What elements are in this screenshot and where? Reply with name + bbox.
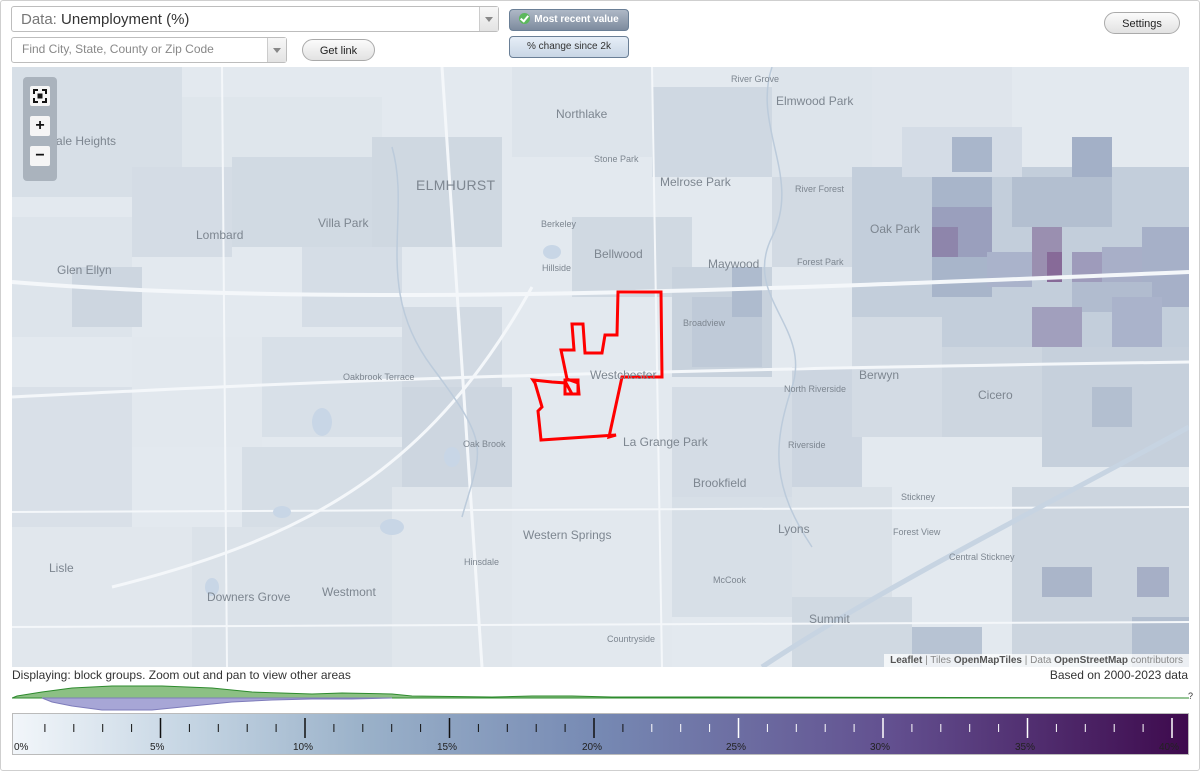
map-label-westmont: Westmont: [322, 585, 376, 599]
map-label-hinsdale: Hinsdale: [464, 557, 500, 567]
map-label-la-grange-park: La Grange Park: [623, 435, 708, 449]
legend-label-35: 35%: [1015, 742, 1036, 753]
location-search[interactable]: [11, 37, 287, 63]
map-label-villa-park: Villa Park: [318, 216, 369, 230]
leaflet-link[interactable]: Leaflet: [890, 655, 923, 666]
map-label-stickney: Stickney: [901, 492, 936, 502]
map-label-cicero: Cicero: [978, 388, 1013, 402]
zoom-in-button[interactable]: +: [30, 116, 50, 136]
openmaptiles-link[interactable]: OpenMapTiles: [953, 655, 1022, 666]
legend-label-30: 30%: [870, 742, 891, 753]
map-label-forest-view: Forest View: [893, 527, 941, 537]
fullscreen-icon: [33, 89, 47, 103]
most-recent-value-label: Most recent value: [534, 14, 619, 25]
data-select[interactable]: Data: Unemployment (%): [11, 6, 499, 32]
map-label-oakbrook-terrace: Oakbrook Terrace: [343, 372, 415, 382]
chevron-down-icon[interactable]: [267, 38, 286, 62]
map-label-river-forest: River Forest: [795, 184, 845, 194]
legend-label-5: 5%: [150, 742, 165, 753]
westchester-inner-block: [563, 378, 580, 396]
waterways: [391, 67, 813, 548]
chevron-down-icon[interactable]: [479, 7, 498, 31]
map-label-elmhurst: ELMHURST: [416, 177, 496, 193]
zoom-control: + −: [23, 77, 57, 181]
map-label-downers-grove: Downers Grove: [207, 590, 291, 604]
map-label-broadview: Broadview: [683, 318, 726, 328]
map-label-oak-brook: Oak Brook: [463, 439, 506, 449]
map-label-summit: Summit: [809, 612, 850, 626]
histogram-help-icon[interactable]: ?: [1188, 691, 1194, 701]
color-scale-legend: 0% 5% 10% 15% 20% 25% 30% 35% 40%: [12, 713, 1189, 755]
legend-label-10: 10%: [293, 742, 314, 753]
data-select-value: Unemployment (%): [61, 11, 190, 28]
map-label-bellwood: Bellwood: [594, 247, 643, 261]
map-label-brookfield: Brookfield: [693, 476, 747, 490]
map-label-oak-park: Oak Park: [870, 222, 921, 236]
attribution-text-data: | Data: [1022, 655, 1055, 666]
most-recent-value-button[interactable]: Most recent value: [509, 9, 629, 31]
map-label-hillside: Hillside: [542, 263, 572, 273]
attribution-text-tiles: | Tiles: [922, 655, 954, 666]
histogram-bottom-area: [41, 697, 393, 711]
map-label-stone-park: Stone Park: [594, 154, 639, 164]
data-select-prefix: Data:: [21, 11, 57, 28]
histogram-top-area: [12, 685, 1189, 699]
map-label-melrose-park: Melrose Park: [660, 175, 731, 189]
legend-label-20: 20%: [582, 742, 603, 753]
value-histogram: [12, 685, 1189, 711]
map-view[interactable]: ELMHURST Elmwood Park River Grove Northl…: [12, 67, 1189, 667]
legend-label-25: 25%: [726, 742, 747, 753]
openstreetmap-link[interactable]: OpenStreetMap: [1054, 655, 1128, 666]
map-label-westchester: Westchester: [590, 368, 657, 382]
checkmark-icon: [519, 13, 531, 24]
get-link-button[interactable]: Get link: [302, 39, 375, 61]
legend-label-15: 15%: [437, 742, 458, 753]
map-label-lyons: Lyons: [778, 522, 810, 536]
map-label-countryside: Countryside: [607, 634, 656, 644]
map-label-western-springs: Western Springs: [523, 528, 612, 542]
roads: [12, 67, 1189, 667]
map-label-northlake: Northlake: [556, 107, 608, 121]
map-label-berkeley: Berkeley: [541, 219, 577, 229]
map-label-river-grove: River Grove: [731, 74, 780, 84]
map-label-maywood: Maywood: [708, 257, 760, 271]
map-label-central-stickney: Central Stickney: [949, 552, 1015, 562]
map-label-forest-park: Forest Park: [797, 257, 844, 267]
displaying-status: Displaying: block groups. Zoom out and p…: [12, 668, 351, 682]
map-label-berwyn: Berwyn: [859, 368, 900, 382]
map-label-riverside: Riverside: [788, 440, 826, 450]
map-label-elmwood-park: Elmwood Park: [776, 94, 854, 108]
legend-label-40: 40%: [1159, 742, 1180, 753]
map-label-lombard: Lombard: [196, 228, 244, 242]
data-range-note: Based on 2000-2023 data: [1049, 668, 1188, 682]
map-label-north-riverside: North Riverside: [784, 384, 847, 394]
water-bodies: [205, 245, 561, 596]
map-label-glen-ellyn: Glen Ellyn: [57, 263, 112, 277]
fullscreen-button[interactable]: [30, 86, 50, 106]
map-label-mccook: McCook: [713, 575, 747, 585]
attribution-text-contributors: contributors: [1127, 655, 1183, 666]
legend-label-0: 0%: [14, 742, 29, 753]
legend-ticks: [44, 718, 1173, 738]
search-input[interactable]: [20, 41, 264, 57]
choropleth-layer: [12, 67, 1189, 667]
percent-change-button[interactable]: % change since 2k: [509, 36, 629, 58]
map-label-lisle: Lisle: [49, 561, 74, 575]
map-attribution: Leaflet | Tiles OpenMapTiles | Data Open…: [884, 654, 1189, 667]
zoom-out-button[interactable]: −: [30, 146, 50, 166]
settings-button[interactable]: Settings: [1104, 12, 1180, 34]
